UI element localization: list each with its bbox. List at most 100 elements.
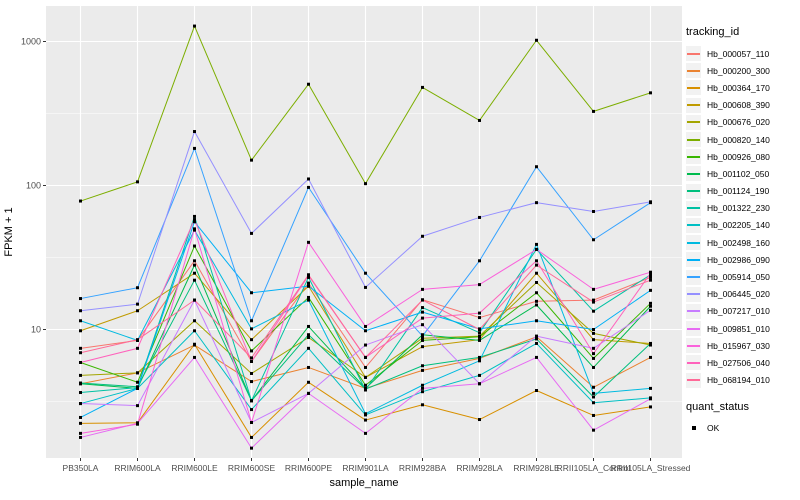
data-point: [421, 368, 424, 372]
legend-item: Hb_000820_140: [686, 131, 798, 148]
legend-key-line-icon: [686, 132, 701, 148]
data-point: [364, 182, 367, 186]
data-point: [307, 177, 310, 181]
data-point: [478, 331, 481, 335]
data-point: [592, 209, 595, 213]
data-point: [250, 371, 253, 375]
data-point: [478, 118, 481, 122]
legend-item: Hb_000676_020: [686, 114, 798, 131]
data-point: [592, 413, 595, 417]
data-point: [421, 287, 424, 291]
legend-color-line: [687, 104, 700, 107]
data-point: [250, 291, 253, 295]
data-point: [79, 351, 82, 355]
legend-key-line-icon: [686, 372, 701, 388]
legend-item-label: Hb_001322_230: [707, 203, 770, 214]
data-point: [592, 401, 595, 405]
legend-item: Hb_000364_170: [686, 79, 798, 96]
legend-item: Hb_009851_010: [686, 320, 798, 337]
legend-key-line-icon: [686, 217, 701, 233]
legend-key-line-icon: [686, 46, 701, 62]
legend-item: Hb_005914_050: [686, 268, 798, 285]
legend-title-tracking-id: tracking_id: [686, 26, 740, 38]
data-point: [250, 380, 253, 384]
legend-item: Hb_000200_300: [686, 62, 798, 79]
data-point: [307, 365, 310, 369]
data-point: [649, 397, 652, 401]
data-point: [535, 291, 538, 295]
quant-status-legend: quant_status OK: [686, 401, 798, 437]
data-point: [478, 373, 481, 377]
data-point: [193, 220, 196, 224]
legend-key-line-icon: [686, 63, 701, 79]
data-point: [649, 304, 652, 308]
data-point: [193, 130, 196, 134]
data-point: [79, 329, 82, 333]
legend-color-line: [687, 190, 700, 193]
data-point: [307, 275, 310, 279]
data-point: [79, 309, 82, 313]
legend-item-label: Hb_006445_020: [707, 289, 770, 300]
legend-item-label: Hb_001124_190: [707, 186, 770, 197]
data-point: [592, 428, 595, 432]
data-point: [421, 334, 424, 338]
data-point: [649, 341, 652, 345]
data-point: [592, 395, 595, 399]
data-point: [649, 200, 652, 204]
data-point: [364, 418, 367, 422]
data-point: [79, 402, 82, 406]
legend-color-line: [687, 258, 700, 261]
legend-item-label: Hb_001102_050: [707, 168, 770, 179]
legend-item: Hb_000057_110: [686, 45, 798, 62]
data-point: [136, 302, 139, 306]
data-point: [307, 346, 310, 350]
data-point: [250, 421, 253, 425]
data-point: [193, 227, 196, 231]
data-point: [478, 359, 481, 363]
data-point: [421, 316, 424, 320]
legend-color-line: [687, 69, 700, 72]
data-point: [364, 329, 367, 333]
data-point: [421, 85, 424, 89]
data-point: [592, 356, 595, 360]
legend-color-line: [687, 138, 700, 141]
data-point: [535, 242, 538, 246]
x-tick-label: RRII105LA_Control: [557, 463, 631, 473]
data-point: [250, 349, 253, 353]
data-point: [478, 418, 481, 422]
data-point: [364, 365, 367, 369]
legend-item: Hb_001124_190: [686, 183, 798, 200]
data-point: [421, 336, 424, 340]
legend-key-line-icon: [686, 114, 701, 130]
legend-key-line-icon: [686, 269, 701, 285]
data-point: [364, 375, 367, 379]
legend-key-line-icon: [686, 149, 701, 165]
data-point: [592, 287, 595, 291]
x-tick-label: RRIM901LA: [342, 463, 389, 473]
legend-color-line: [687, 207, 700, 210]
data-point: [421, 298, 424, 302]
data-point: [649, 301, 652, 305]
data-point: [307, 380, 310, 384]
data-point: [535, 38, 538, 42]
x-tick-label: RRIM600SE: [228, 463, 276, 473]
data-point: [364, 383, 367, 387]
legend-item: Hb_002986_090: [686, 251, 798, 268]
data-point: [478, 328, 481, 331]
legend-key-line-icon: [686, 200, 701, 216]
legend-item-label: Hb_000926_080: [707, 151, 770, 162]
data-point: [478, 259, 481, 263]
data-point: [79, 381, 82, 385]
data-point: [250, 338, 253, 342]
data-point: [307, 273, 310, 277]
legend-item-label: Hb_000364_170: [707, 82, 770, 93]
legend-item-label: Hb_000200_300: [707, 65, 770, 76]
data-point: [478, 338, 481, 342]
data-point: [250, 359, 253, 363]
data-point: [307, 185, 310, 189]
data-point: [193, 278, 196, 282]
data-point: [193, 146, 196, 150]
data-point: [307, 295, 310, 299]
legend-items: Hb_000057_110 Hb_000200_300 Hb_000364_170 H…: [686, 45, 798, 389]
data-point: [421, 403, 424, 407]
